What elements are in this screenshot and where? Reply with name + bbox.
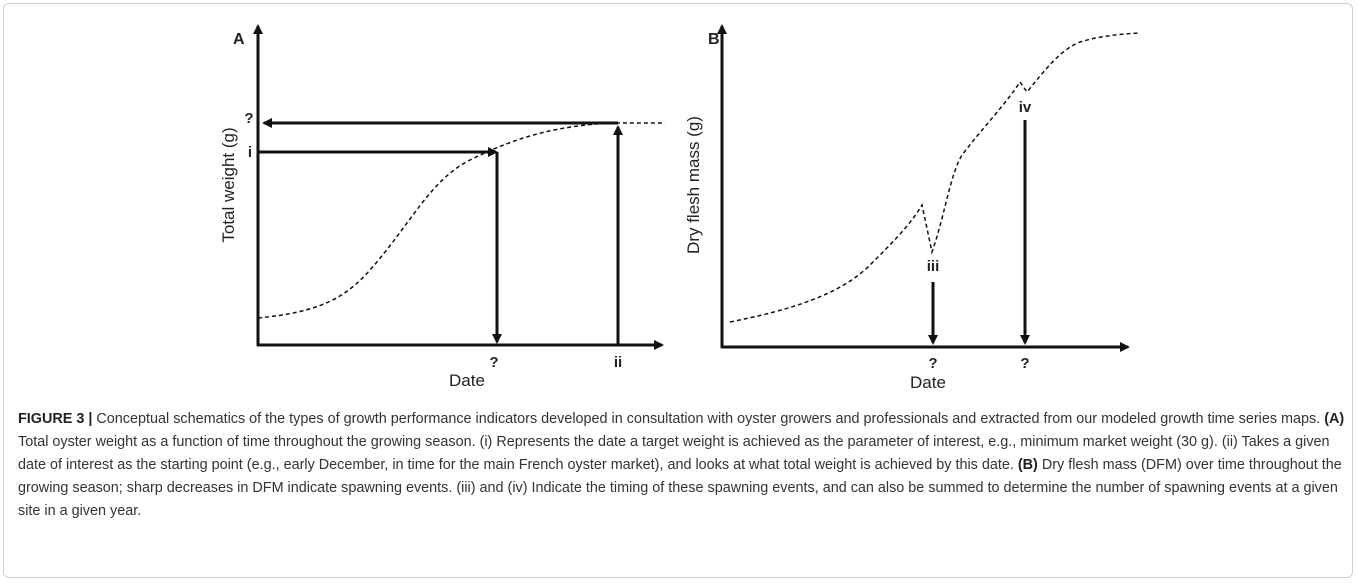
figure-caption: FIGURE 3 | Conceptual schematics of the … xyxy=(18,408,1346,523)
annotation: ii xyxy=(614,354,622,371)
y-axis-label: Total weight (g) xyxy=(219,127,238,242)
caption-text: Dry flesh mass (DFM) over time throughou… xyxy=(18,457,1342,519)
panel-label: B xyxy=(708,31,720,48)
annotation: iv xyxy=(1019,99,1032,116)
annotation: i xyxy=(248,144,252,161)
figure-panels: A Total weight (g) Date ? i ? ii B Dry f… xyxy=(219,24,1141,392)
annotation: iii xyxy=(927,258,940,275)
panel-a xyxy=(253,24,665,350)
y-axis-label: Dry flesh mass (g) xyxy=(684,116,703,254)
caption-text: Total oyster weight as a function of tim… xyxy=(18,434,1330,473)
caption-panel-ref: (B) xyxy=(1017,457,1038,473)
annotation: ? xyxy=(489,354,498,371)
annotation: ? xyxy=(928,355,937,372)
annotation: ? xyxy=(1020,355,1029,372)
caption-label: FIGURE 3 | xyxy=(18,411,93,427)
annotation: ? xyxy=(244,110,253,127)
figure-frame xyxy=(3,3,1353,578)
caption-panel-ref: (A) xyxy=(1324,411,1345,427)
panel-label: A xyxy=(233,31,245,48)
caption-text: Conceptual schematics of the types of gr… xyxy=(96,411,1321,427)
panel-b xyxy=(717,24,1141,352)
x-axis-label: Date xyxy=(449,371,485,390)
x-axis-label: Date xyxy=(910,373,946,392)
